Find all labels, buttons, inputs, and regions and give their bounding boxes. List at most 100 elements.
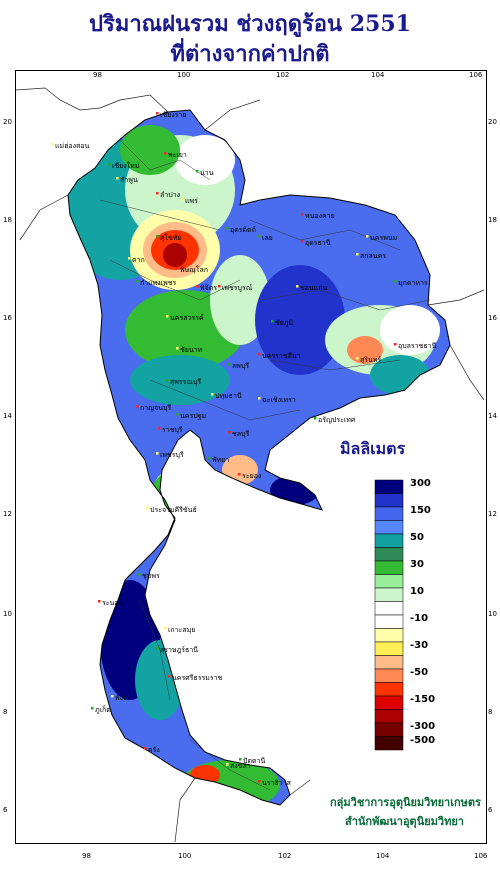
place-label: นครพนม [370,234,397,242]
legend-swatch [374,547,404,562]
station-marker [136,280,139,283]
place-label: ลำพูน [120,176,138,184]
place-label: นครราชสีมา [262,352,301,360]
station-marker [138,573,141,576]
lat-tick-label: 6 [488,806,493,814]
place-label: มุกดาหาร [398,279,428,287]
credit-line1: กลุ่มวิชาการอุตุนิยมวิทยาเกษตร [330,796,481,809]
legend-label: -50 [410,667,429,678]
station-marker [271,320,274,323]
station-marker [146,507,149,510]
station-marker [226,227,229,230]
place-label: เชียงราย [160,111,186,119]
place-label: พิจิตร [200,284,217,292]
legend-swatch [374,587,404,602]
station-marker [98,600,101,603]
station-marker [258,235,261,238]
place-label: ขอนแก่น [300,284,328,292]
place-label: กำแพงเพชร [140,279,176,287]
lon-tick-label: 106 [469,71,483,79]
station-marker [314,417,317,420]
legend-swatch [374,493,404,508]
station-marker [228,363,231,366]
legend-swatch [374,506,404,521]
place-label: กาญจนบุรี [140,404,171,412]
lat-tick-label: 18 [488,216,497,224]
legend-label: 150 [410,505,431,516]
station-marker [226,763,229,766]
legend-label: 300 [410,478,431,489]
lon-tick-label: 102 [276,71,289,79]
lon-tick-label: 106 [474,852,488,860]
place-label: แพร่ [185,197,198,205]
legend-swatch [374,560,404,575]
lon-tick-label: 100 [177,71,190,79]
station-marker [164,152,167,155]
place-label: ปทุมธานี [215,392,242,400]
place-label: สุราษฎร์ธานี [160,646,198,654]
place-label: ระยอง [242,472,261,480]
place-label: แม่ฮ่องสอน [55,142,89,150]
station-marker [176,347,179,350]
station-marker [356,253,359,256]
lon-tick-label: 98 [82,852,91,860]
place-label: นครปฐม [180,412,206,420]
lat-tick-label: 6 [3,806,8,814]
legend-swatch [374,614,404,629]
lon-tick-label: 102 [278,852,291,860]
place-label: อุบลราชธานี [398,342,437,350]
station-marker [181,198,184,201]
place-label: ชุมพร [142,572,160,580]
lat-tick-label: 20 [488,118,497,126]
lat-tick-label: 14 [3,412,12,420]
place-label: เพชรบูรณ์ [222,284,253,292]
place-label: น่าน [200,169,214,177]
map-title-line2: ที่ต่างจากค่าปกติ [170,41,330,67]
place-label: สกลนคร [360,252,386,260]
place-label: สุพรรณบุรี [170,378,201,386]
station-marker [228,431,231,434]
lon-tick-label: 104 [376,852,390,860]
place-label: ชัยภูมิ [275,319,293,327]
lat-tick-label: 8 [488,708,492,716]
place-label: เลย [262,234,273,242]
lat-tick-label: 16 [3,314,12,322]
place-label: ชลบุรี [232,430,249,438]
station-marker [164,627,167,630]
place-label: ตรัง [148,746,160,754]
legend-label: -300 [410,721,436,732]
place-label: ชัยนาท [180,346,203,354]
legend-swatch [374,574,404,589]
lat-tick-label: 20 [3,118,12,126]
station-marker [366,235,369,238]
station-marker [166,379,169,382]
station-marker [156,112,159,115]
thailand-outline [67,109,451,806]
place-label: อุตรดิตถ์ [230,226,256,234]
station-marker [156,647,159,650]
station-marker [211,393,214,396]
station-marker [296,285,299,288]
province-borders [99,139,431,791]
station-marker [258,397,261,400]
legend-swatch [374,695,404,710]
station-marker [301,240,304,243]
place-label: พะเยา [168,151,187,159]
station-marker [108,163,111,166]
place-label: ประจวบคีรีขันธ์ [150,506,197,514]
lat-tick-label: 12 [488,510,497,518]
place-label: เชียงใหม่ [112,161,139,170]
legend-swatch [374,668,404,683]
place-label: พังงา [115,694,130,702]
lat-tick-label: 16 [488,314,497,322]
legend-label: -10 [410,613,429,624]
lon-tick-label: 104 [371,71,385,79]
station-marker [238,473,241,476]
station-marker [136,405,139,408]
lon-tick-label: 98 [93,71,102,79]
lat-tick-label: 10 [3,610,12,618]
place-label: สงขลา [230,762,251,770]
place-label: เพชรบุรี [160,451,184,459]
